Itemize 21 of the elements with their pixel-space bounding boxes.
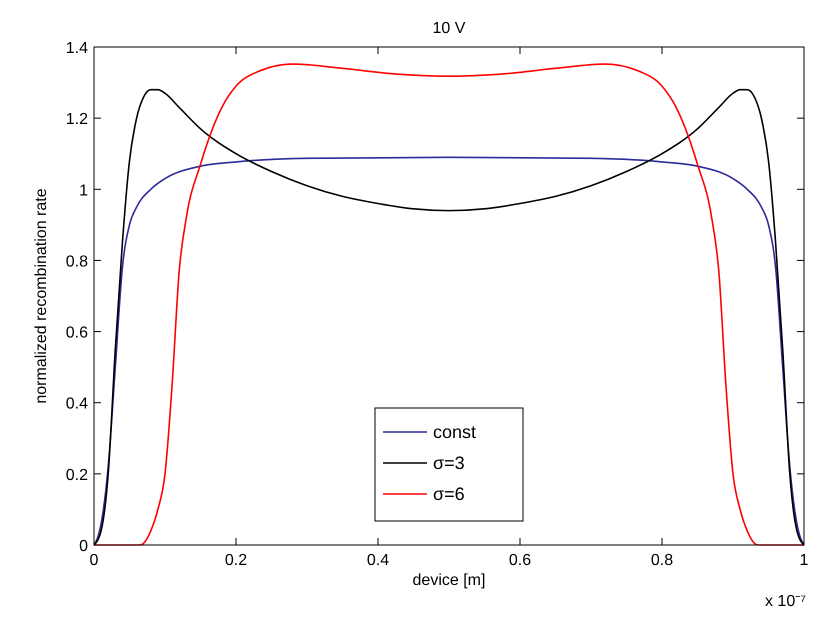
x-tick-label: 0.4: [366, 552, 390, 569]
text: x 10⁻⁷: [764, 593, 806, 610]
y-tick-label: 0: [79, 538, 88, 555]
y-tick-label: 1: [79, 182, 88, 200]
legend-label: σ=3: [433, 453, 465, 473]
y-tick-label: 0.6: [66, 324, 88, 342]
y-tick-label: 1.2: [66, 111, 88, 128]
x-axis-title: device [m]: [412, 572, 486, 589]
y-tick-label: 0.2: [66, 466, 88, 484]
legend-label: σ=6: [433, 484, 465, 504]
y-axis-title: normalized recombination rate: [33, 188, 50, 404]
x-tick-label: 0.6: [508, 552, 532, 569]
x-tick-label: 0.8: [650, 552, 674, 569]
y-tick-label: 1.4: [66, 40, 88, 57]
y-tick-label: 0.8: [66, 253, 88, 270]
chart-title: 10 V: [432, 20, 466, 37]
y-tick-label: 0.4: [66, 396, 88, 413]
x-tick-label: 0: [90, 552, 99, 569]
x-tick-label: 0.2: [224, 552, 248, 569]
x-tick-label: 1: [800, 552, 809, 569]
legend-label: const: [433, 422, 476, 442]
